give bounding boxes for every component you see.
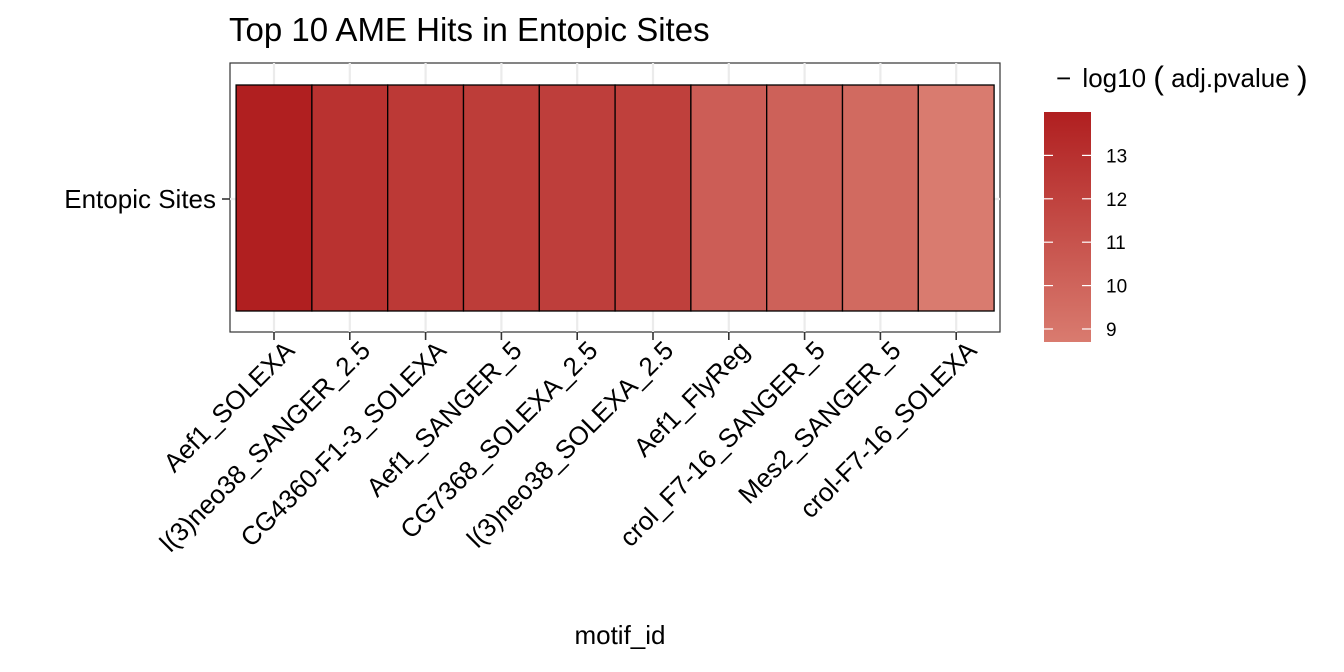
legend-title-minus: − xyxy=(1056,63,1071,93)
heatmap-tile xyxy=(614,84,692,312)
legend-ticks: 13 12 11 10 9 xyxy=(1044,146,1127,341)
legend-tick-label: 12 xyxy=(1106,190,1127,211)
heatmap-tile xyxy=(841,84,919,312)
legend-title-close-paren: ) xyxy=(1297,60,1308,96)
heatmap-tile xyxy=(538,84,616,312)
heatmap-tile xyxy=(917,84,995,312)
x-axis-title: motif_id xyxy=(574,620,665,650)
heatmap-tile xyxy=(766,84,844,312)
legend: − log10 ( adj.pvalue ) 13 12 11 10 9 xyxy=(1044,60,1308,342)
legend-title-arg: adj.pvalue xyxy=(1171,63,1290,93)
legend-title-open-paren: ( xyxy=(1153,60,1164,96)
heatmap-tile xyxy=(690,84,768,312)
legend-tick-label: 13 xyxy=(1106,146,1127,167)
chart-title: Top 10 AME Hits in Entopic Sites xyxy=(229,11,710,48)
legend-title: − log10 ( adj.pvalue ) xyxy=(1056,60,1308,96)
legend-tick-label: 9 xyxy=(1106,320,1117,341)
heatmap-tiles xyxy=(235,84,995,312)
legend-colorbar xyxy=(1044,112,1091,342)
heatmap-tile xyxy=(311,84,389,312)
legend-tick-label: 10 xyxy=(1106,277,1127,298)
heatmap-tile xyxy=(235,84,313,312)
heatmap-tile xyxy=(387,84,465,312)
y-tick-label: Entopic Sites xyxy=(64,184,216,214)
x-axis: Aef1_SOLEXAl(3)neo38_SANGER_2.5CG4360-F1… xyxy=(154,332,983,558)
legend-tick-label: 11 xyxy=(1106,233,1126,254)
x-tick-label: Aef1_SOLEXA xyxy=(157,335,300,478)
legend-title-fn: log10 xyxy=(1082,63,1146,93)
y-axis: Entopic Sites xyxy=(64,184,230,214)
heatmap-tile xyxy=(462,84,540,312)
